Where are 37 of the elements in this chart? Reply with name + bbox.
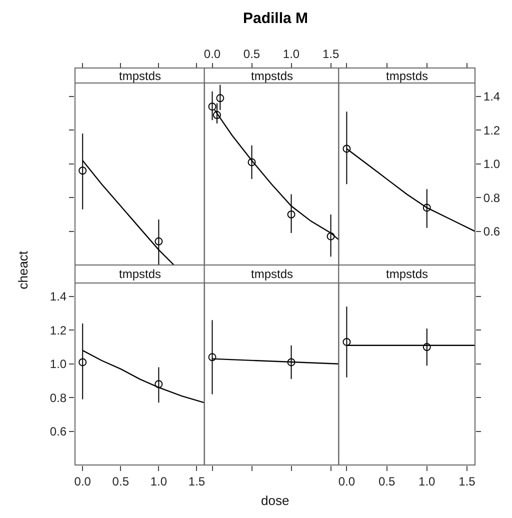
x-tick-label: 0.5: [243, 47, 260, 62]
x-tick-label: 0.0: [74, 474, 92, 488]
chart-title: tmpstds: [119, 267, 162, 281]
x-tick-label: 1.0: [150, 474, 168, 488]
y-tick-label: 1.0: [50, 357, 67, 372]
chart-title: tmpstds: [386, 69, 428, 83]
chart-title: tmpstds: [119, 69, 162, 83]
x-tick-label: 0.0: [204, 47, 221, 62]
point: [248, 158, 256, 166]
x-tick-label: 0.5: [112, 474, 130, 488]
point: [212, 111, 221, 120]
x-tick-label: 0.0: [338, 474, 356, 488]
x-tick-label: 1.5: [188, 474, 206, 488]
y-tick-label: 0.8: [50, 390, 67, 405]
chart-title: tmpstds: [251, 267, 294, 281]
x-tick-label: 0.5: [378, 474, 396, 488]
x-tick-label: 1.0: [418, 474, 436, 488]
y-tick-label: 0.6: [50, 424, 67, 438]
y-tick-label: 1.2: [50, 323, 67, 338]
point: [287, 210, 296, 218]
chart-title: tmpstds: [386, 267, 428, 281]
point: [216, 94, 224, 102]
point: [208, 102, 216, 111]
x-tick-label: 1.0: [282, 47, 300, 62]
chart-title: tmpstds: [251, 69, 294, 83]
y-tick-label: 0.6: [483, 224, 500, 238]
point: [326, 232, 335, 240]
y-axis-title: cheact: [15, 250, 30, 290]
x-tick-label: 1.5: [322, 47, 340, 62]
text: Padilla M: [243, 10, 308, 27]
y-tick-label: 0.8: [483, 190, 500, 205]
y-tick-label: 1.2: [483, 123, 500, 138]
y-tick-label: 1.0: [483, 157, 500, 172]
x-tick-label: 1.5: [458, 474, 476, 488]
x-axis-title: dose: [261, 493, 290, 508]
y-tick-label: 1.4: [483, 90, 500, 104]
y-tick-label: 1.4: [50, 290, 67, 304]
